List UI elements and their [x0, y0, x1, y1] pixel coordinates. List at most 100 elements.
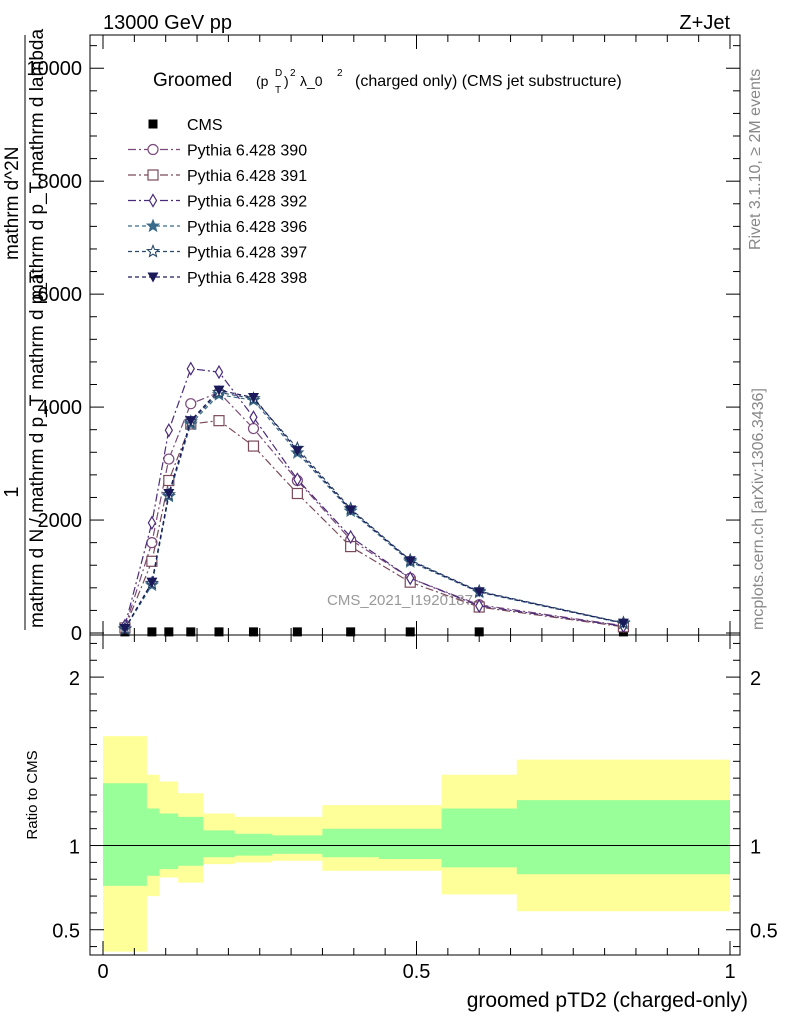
marker-triangle-down: [213, 385, 225, 396]
legend-label: Pythia 6.428 391: [187, 168, 307, 185]
legend-entry: Pythia 6.428 398: [128, 270, 307, 287]
series-line: [124, 391, 624, 628]
legend-label: Pythia 6.428 392: [187, 194, 307, 211]
legend-label: Pythia 6.428 398: [187, 270, 307, 287]
ratio-bands: [103, 736, 730, 952]
marker-diamond: [346, 529, 355, 545]
marker-triangle-down: [119, 623, 131, 634]
y-tick-label: 0: [71, 623, 82, 645]
legend-entry: CMS: [148, 117, 223, 134]
marker-triangle-down: [185, 416, 197, 427]
marker-triangle-down: [247, 392, 259, 403]
legend-entry: Pythia 6.428 397: [128, 243, 307, 262]
marker-square-open: [163, 474, 175, 487]
title-sym-lpow: 2: [337, 68, 343, 79]
title-lead: Groomed: [153, 70, 232, 91]
ylabel-numerator: 1: [1, 486, 23, 497]
marker-square: [147, 627, 157, 637]
ratio-y-label: Ratio to CMS: [24, 750, 41, 839]
marker-triangle-down: [291, 446, 303, 457]
title-sym-close: ): [284, 73, 289, 89]
y-tick-label: 4000: [38, 397, 83, 419]
marker-square: [148, 119, 158, 129]
series-line: [124, 368, 624, 627]
x-tick-label: 0.5: [403, 961, 431, 983]
marker-star: [145, 218, 161, 233]
marker-diamond: [214, 364, 224, 380]
ylabel-upper: mathrm d^2N: [2, 147, 23, 260]
ratio-panel: 0.5 0.5 1 1 2 2 0 0.5 1 Ratio to CMS groomed pTD…: [24, 634, 778, 1012]
marker-triangle-down: [147, 272, 159, 283]
marker-circle: [185, 398, 197, 410]
ratio-y-tick-label-left: 1: [69, 837, 80, 859]
marker-square: [292, 627, 302, 637]
ratio-y-tick-label-left: 0.5: [52, 921, 80, 943]
ratio-y-tick-label-left: 2: [69, 668, 80, 690]
marker-square: [164, 627, 174, 637]
ratio-y-tick-label-right: 1: [750, 837, 761, 859]
marker-diamond: [293, 472, 302, 487]
marker-square-open: [247, 440, 260, 452]
marker-triangle-down: [617, 618, 629, 629]
marker-triangle-down: [473, 587, 485, 598]
legend-label: CMS: [187, 117, 223, 134]
y-tick-label: 2000: [38, 510, 83, 532]
marker-square-open: [146, 555, 158, 567]
marker-square: [248, 627, 258, 637]
title-sym-sup: D: [275, 68, 282, 79]
y-tick-label: 6000: [38, 284, 83, 306]
marker-circle: [163, 453, 175, 465]
marker-triangle-down: [146, 577, 158, 588]
y-tick-label: 8000: [38, 171, 83, 193]
legend-entry: Pythia 6.428 390: [128, 143, 307, 160]
ylabel-upper-denominator: mathrm d p_T mathrm d lambda: [27, 29, 48, 300]
marker-square-open: [213, 415, 225, 427]
marker-diamond: [406, 571, 415, 586]
ratio-y-tick-label-right: 0.5: [750, 921, 778, 943]
title-sym-pow: 2: [290, 68, 296, 79]
legend-entry: Pythia 6.428 391: [128, 168, 307, 185]
main-panel: 0 2000 4000 6000 8000 10000 CMS_2021_I1920187…: [26, 34, 741, 645]
marker-square-open: [291, 487, 303, 500]
ratio-axis-ticks: 0.5 0.5 1 1 2 2 0 0.5 1: [52, 635, 778, 983]
legend: CMS Pythia 6.428 390 Pythia 6.428 391 Pythi…: [128, 117, 307, 287]
ylabel-denominator: mathrm d N / mathrm d p_T mathrm d p_T: [27, 271, 48, 628]
legend-entry: Pythia 6.428 396: [128, 218, 307, 236]
marker-square: [474, 627, 484, 637]
x-tick-label: 0: [97, 961, 108, 983]
analysis-watermark: CMS_2021_I1920187: [327, 592, 473, 609]
marker-diamond: [147, 515, 157, 531]
y-tick-label: 10000: [26, 58, 82, 80]
marker-diamond: [164, 423, 174, 438]
marker-square: [405, 627, 415, 637]
marker-star: [145, 243, 161, 258]
marker-diamond: [186, 361, 195, 376]
main-y-label: 1 mathrm d N / mathrm d p_T mathrm d p_T…: [1, 29, 48, 630]
marker-triangle-down: [404, 556, 416, 567]
marker-circle: [147, 143, 159, 156]
marker-diamond: [148, 193, 158, 208]
marker-square: [214, 627, 224, 637]
series-line: [124, 419, 624, 629]
marker-square: [346, 627, 356, 637]
title-sym-sub: T: [275, 85, 281, 96]
marker-diamond: [249, 410, 258, 425]
title-rest: (charged only) (CMS jet substructure): [355, 73, 622, 90]
main-axis-ticks: 0 2000 4000 6000 8000 10000: [26, 35, 740, 645]
legend-label: Pythia 6.428 396: [187, 219, 307, 236]
energy-label: 13000 GeV pp: [103, 12, 232, 34]
marker-triangle-down: [163, 489, 175, 500]
main-series: [117, 361, 631, 637]
x-axis-label: groomed pTD2 (charged-only): [467, 989, 748, 1012]
ratio-y-tick-label-right: 2: [750, 668, 761, 690]
marker-diamond: [475, 598, 484, 614]
legend-entry: Pythia 6.428 392: [128, 193, 307, 211]
chart-title: Groomed (p T D ) 2 λ_0 2 (charged only) …: [153, 68, 622, 96]
legend-label: Pythia 6.428 390: [187, 143, 307, 160]
marker-square-open: [147, 169, 159, 181]
marker-circle: [247, 422, 260, 435]
x-tick-label: 1: [724, 961, 735, 983]
marker-square: [186, 627, 196, 637]
mcplots-label: mcplots.cern.ch [arXiv:1306.3436]: [750, 388, 767, 630]
